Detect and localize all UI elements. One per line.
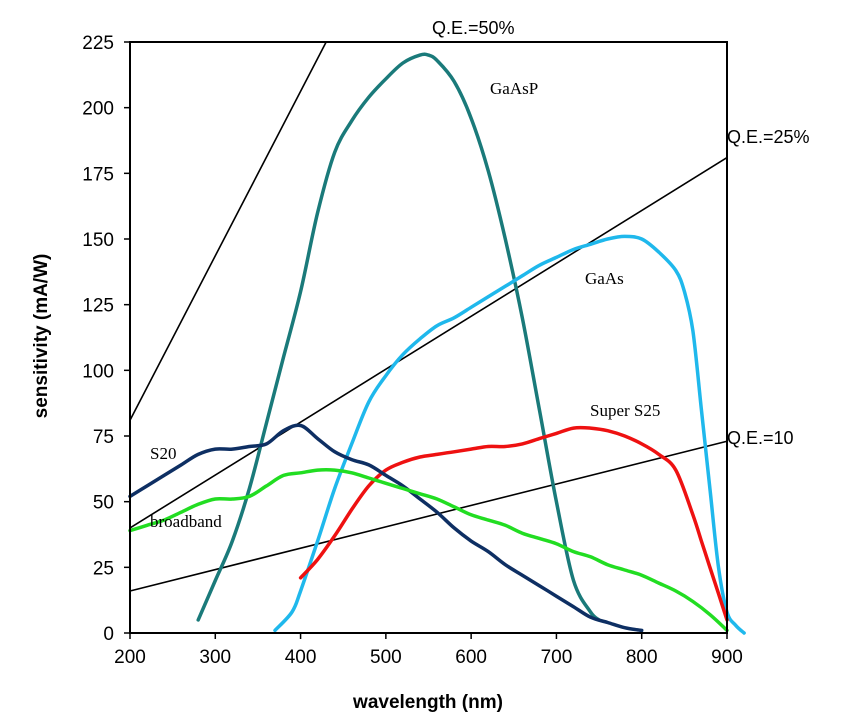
y-axis-title: sensitivity (mA/W) — [31, 254, 52, 419]
y-tick-marks — [124, 41, 130, 634]
y-tick-label: 50 — [93, 493, 114, 514]
qe-reference-line-0 — [129, 41, 327, 421]
qe-reference-line-1 — [129, 156, 728, 529]
y-tick-label: 225 — [82, 33, 114, 54]
plot-frame — [129, 41, 728, 634]
x-axis-title: wavelength (nm) — [352, 692, 503, 713]
qe-label-10: Q.E.=10 — [727, 428, 794, 448]
x-tick-label: 200 — [114, 647, 146, 668]
x-tick-label: 800 — [626, 647, 658, 668]
reference-lines — [129, 41, 728, 592]
x-tick-label: 600 — [455, 647, 487, 668]
series-label-super-s25: Super S25 — [590, 401, 660, 420]
series-line-super-s25 — [298, 425, 729, 622]
series-line-s20 — [128, 423, 644, 633]
qe-reference-line-2 — [129, 440, 728, 592]
x-tick-marks — [129, 633, 728, 639]
series-label-gaasp: GaAsP — [490, 79, 538, 98]
y-tick-label: 100 — [82, 361, 114, 382]
series-label-gaas: GaAs — [585, 269, 624, 288]
x-tick-label: 300 — [199, 647, 231, 668]
x-tick-label: 500 — [370, 647, 402, 668]
qe-label-25: Q.E.=25% — [727, 127, 810, 147]
x-tick-label: 700 — [541, 647, 573, 668]
series-lines — [128, 52, 746, 635]
x-tick-label: 900 — [711, 647, 743, 668]
series-line-gaas — [273, 234, 746, 635]
qe-label-50: Q.E.=50% — [432, 18, 515, 38]
series-line-gaasp — [196, 52, 601, 622]
y-tick-label: 200 — [82, 99, 114, 120]
y-tick-label: 0 — [103, 624, 114, 645]
y-tick-label: 25 — [93, 558, 114, 579]
y-tick-label: 150 — [82, 230, 114, 251]
x-tick-label: 400 — [285, 647, 317, 668]
series-label-s20: S20 — [150, 444, 176, 463]
x-tick-labels: 200 300 400 500 600 700 800 900 — [114, 647, 743, 668]
y-tick-label: 125 — [82, 296, 114, 317]
plot-border — [129, 41, 728, 634]
y-tick-label: 175 — [82, 164, 114, 185]
y-tick-label: 75 — [93, 427, 114, 448]
series-line-broadband — [128, 468, 729, 633]
series-label-broadband: broadband — [150, 512, 222, 531]
y-tick-labels: 0 25 50 75 100 125 150 175 200 225 — [82, 33, 114, 645]
